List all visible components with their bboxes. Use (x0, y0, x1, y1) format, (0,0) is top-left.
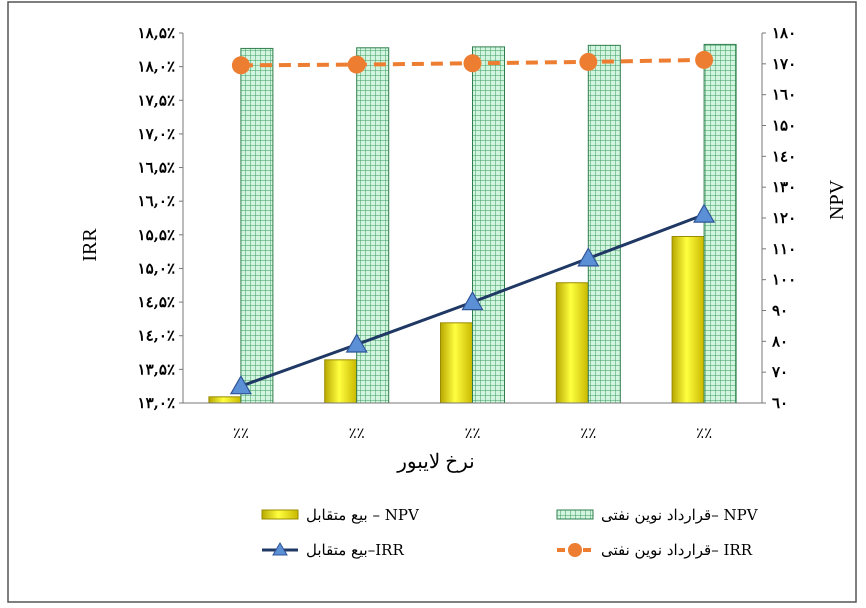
npv-buyback-bar (208, 396, 242, 404)
left-tick-label: ۱۵,۵٪ (138, 226, 175, 244)
legend-label: قرارداد نوین نفتی– IRR (601, 541, 753, 559)
irr-buyback-point (693, 203, 716, 223)
npv-buyback-bar (671, 236, 705, 404)
x-axis-title: نرخ لایبور (396, 451, 475, 473)
npv-ipc-bar (703, 43, 737, 404)
left-axis-title: IRR (79, 228, 101, 262)
legend-swatch-marker (568, 543, 582, 557)
right-tick-label: ۱٦۰ (772, 86, 796, 104)
legend-label: بیع متقابل – NPV (306, 506, 420, 524)
left-tick-label: ۱٤,۵٪ (138, 293, 175, 311)
left-tick-label: ۱٦,۵٪ (138, 159, 175, 177)
right-tick-label: ۷۰ (771, 363, 788, 381)
left-tick-label: ۱۷,۵٪ (138, 91, 175, 109)
npv-ipc-bar (587, 44, 621, 404)
irr-ipc-point (695, 50, 714, 69)
irr-buyback-point (461, 290, 484, 311)
npv-buyback-bar (555, 282, 589, 404)
legend-swatch-bar (556, 509, 594, 520)
legend-swatch-marker (272, 542, 288, 556)
irr-buyback-point (577, 247, 600, 267)
right-tick-label: ۱۸۰ (772, 24, 796, 42)
x-category-label: ٪٪ (349, 424, 365, 442)
left-tick-label: ۱۳,۵٪ (138, 360, 175, 378)
right-tick-label: ۱۵۰ (772, 117, 796, 135)
chart-frame (7, 1, 857, 603)
irr-ipc-point (463, 54, 482, 73)
right-tick-label: ۱٤۰ (772, 147, 796, 165)
right-tick-label: ۱۰۰ (772, 271, 796, 289)
x-category-label: ٪٪ (696, 424, 712, 442)
right-tick-label: ٦۰ (772, 394, 788, 412)
right-tick-label: ۱۲۰ (772, 209, 796, 227)
right-tick-label: ۹۰ (772, 302, 788, 320)
npv-ipc-bar (240, 47, 274, 404)
right-tick-label: ۱۳۰ (772, 178, 796, 196)
left-tick-label: ۱۳,۰٪ (138, 394, 175, 412)
x-category-label: ٪٪ (233, 424, 249, 442)
right-tick-label: ۱۱۰ (772, 240, 796, 258)
right-tick-label: ۱۷۰ (772, 55, 796, 73)
irr-buyback-point (229, 374, 252, 395)
irr-ipc-point (347, 55, 366, 74)
npv-buyback-bar (440, 322, 473, 404)
irr-ipc-point (579, 52, 598, 71)
left-tick-label: ۱۵,۰٪ (138, 259, 175, 277)
left-tick-label: ۱٤,۰٪ (138, 327, 175, 345)
left-tick-label: ۱٦,۰٪ (138, 192, 175, 210)
legend-label: قرارداد نوین نفتی– NPV (601, 506, 759, 524)
left-tick-label: ۱۷,۰٪ (138, 125, 175, 143)
right-axis-title: NPV (826, 179, 848, 220)
irr-ipc-point (231, 56, 250, 75)
left-tick-label: ۱۸,۵٪ (138, 24, 175, 42)
legend-label: بیع متقابل–IRR (306, 541, 404, 559)
x-category-label: ٪٪ (464, 424, 480, 442)
npv-buyback-bar (324, 359, 358, 404)
left-tick-label: ۱۸,۰٪ (138, 58, 175, 76)
x-category-label: ٪٪ (580, 424, 596, 442)
right-tick-label: ۸۰ (771, 332, 788, 350)
npv-ipc-bar (472, 46, 505, 404)
irr-buyback-point (345, 333, 368, 353)
legend-swatch-bar (261, 509, 299, 520)
